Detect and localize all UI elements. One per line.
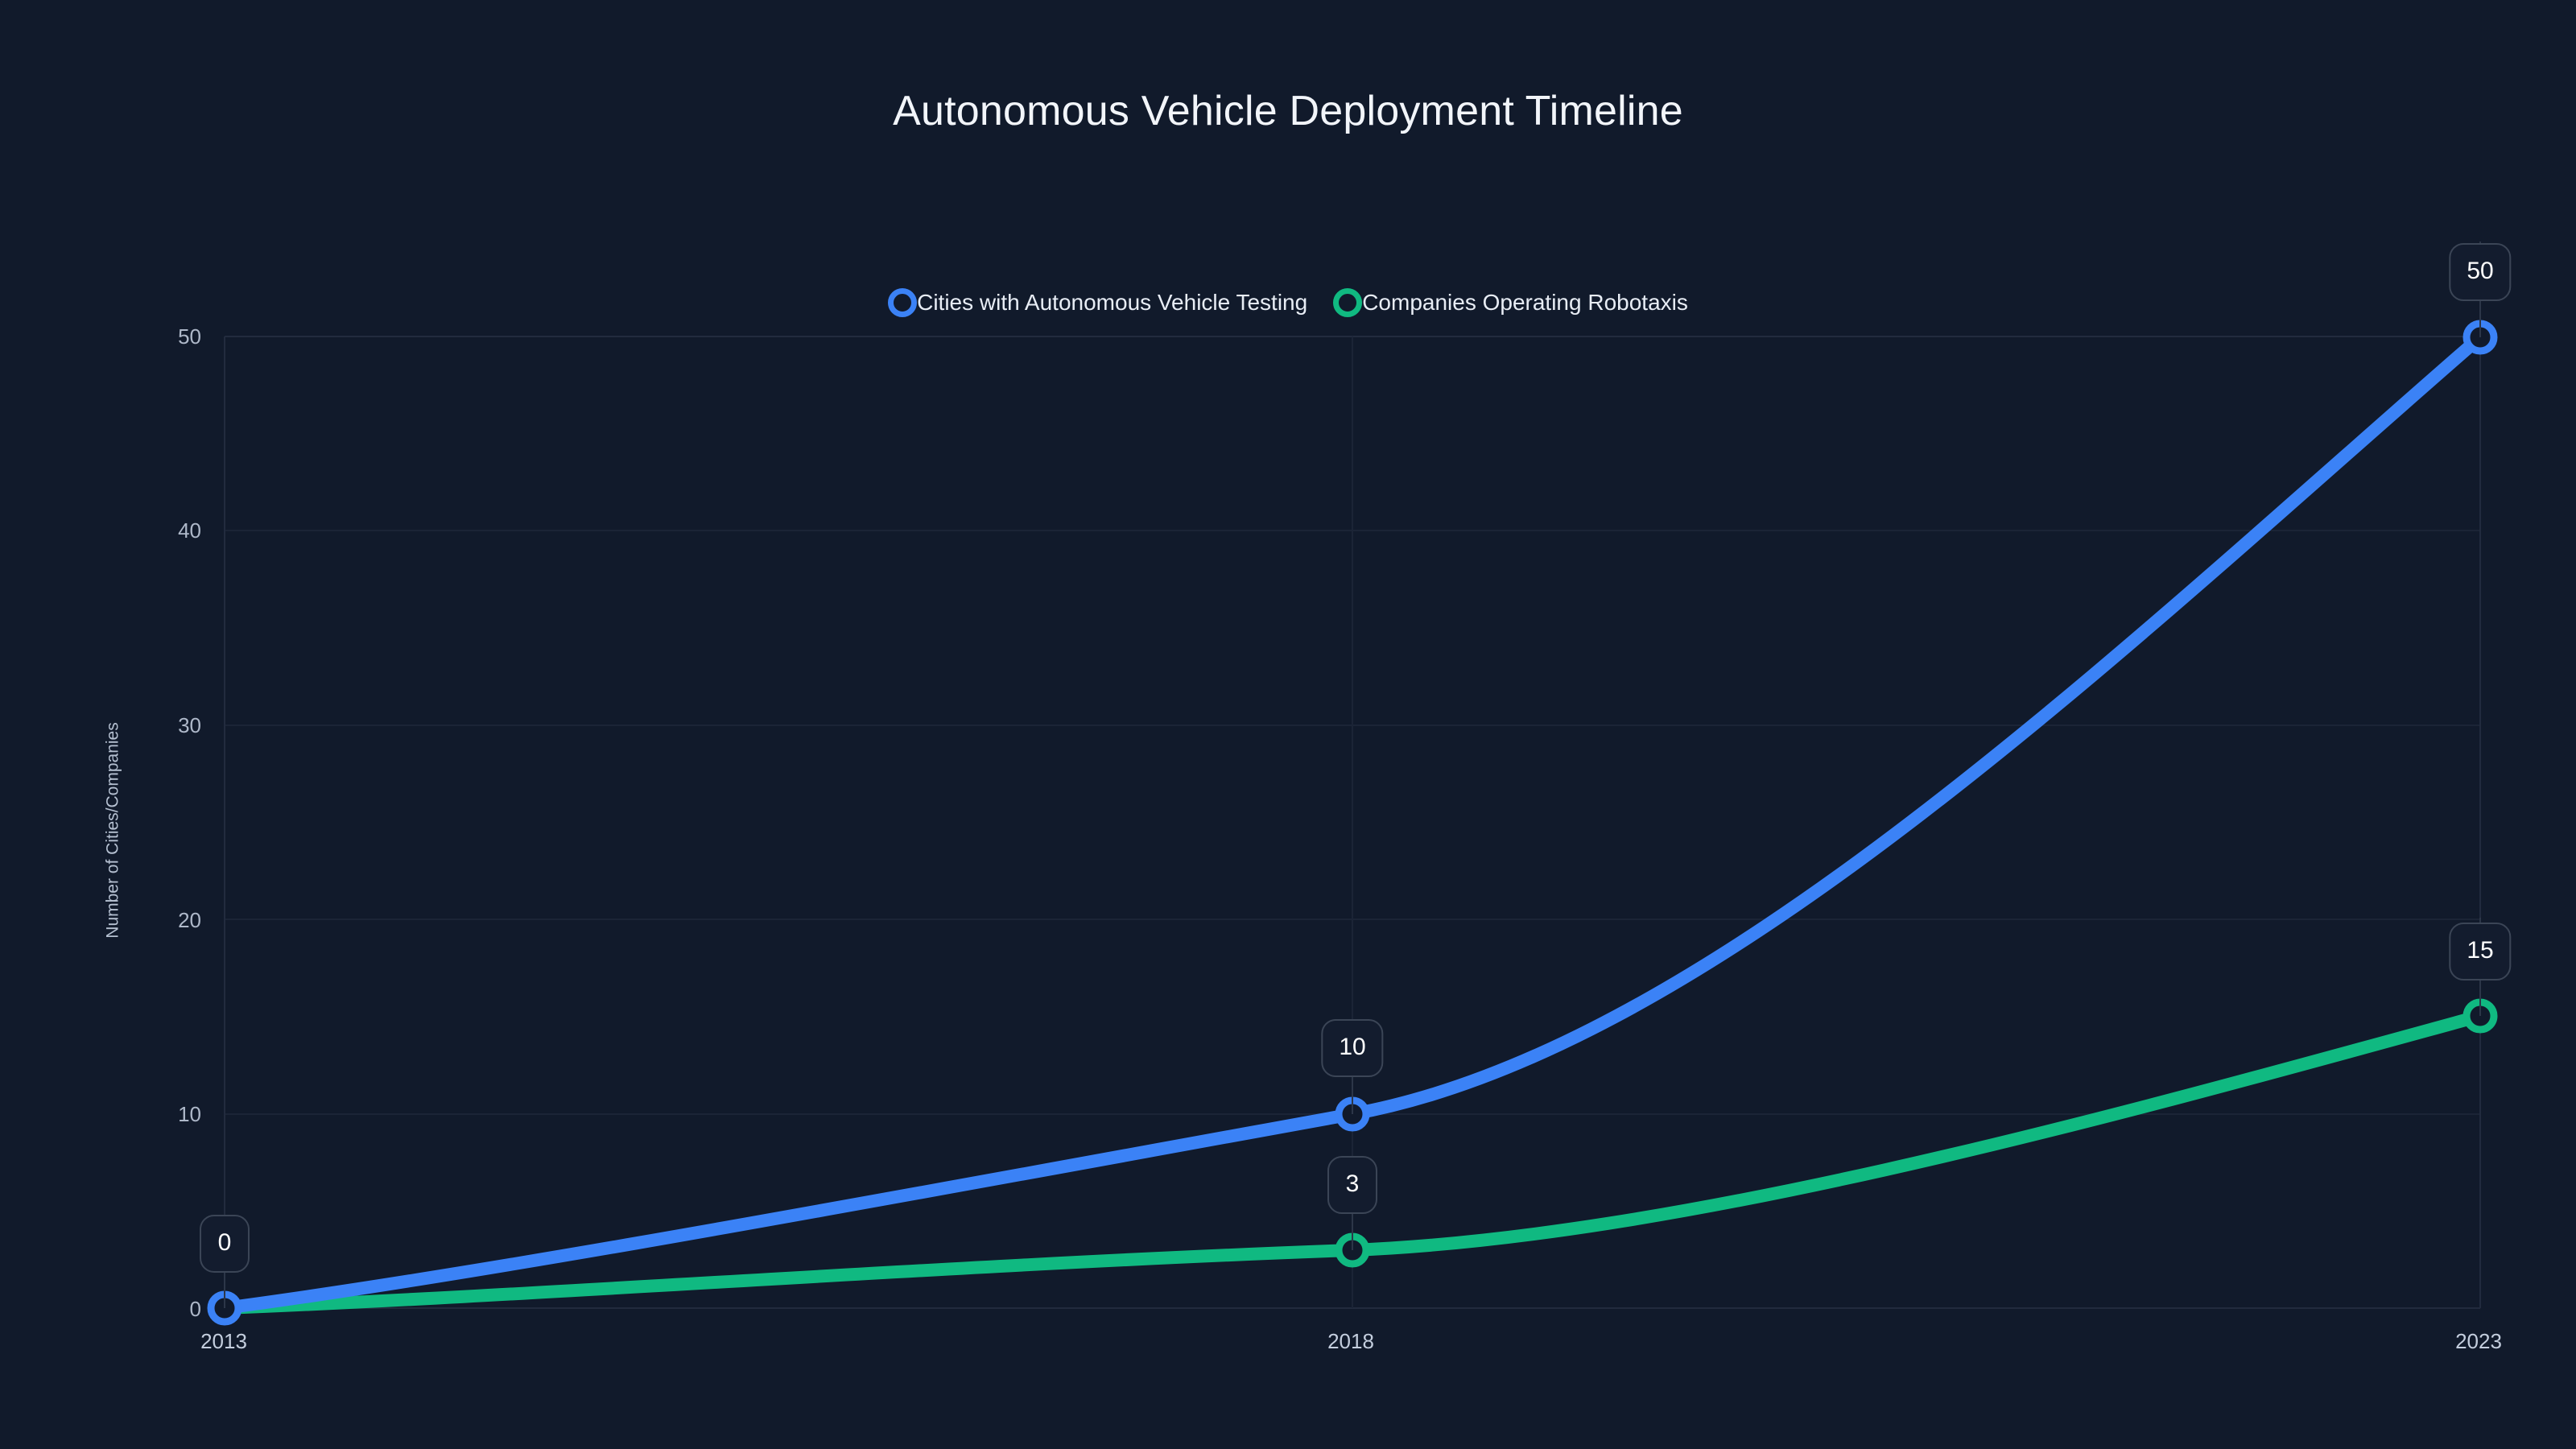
y-tick-label-40: 40 [178, 518, 201, 543]
x-tick-label-2023: 2023 [2455, 1329, 2502, 1353]
x-tick-label-2018: 2018 [1327, 1329, 1374, 1353]
chart-legend: Cities with Autonomous Vehicle Testing C… [0, 288, 2576, 317]
value-badge-cities-2023[interactable]: 50 [2449, 243, 2512, 301]
value-badge-companies-2023[interactable]: 15 [2449, 923, 2512, 980]
x-tick-label-2013: 2013 [200, 1329, 247, 1353]
value-badge-cities-2013[interactable]: 0 [200, 1215, 250, 1273]
legend-item-companies[interactable]: Companies Operating Robotaxis [1333, 288, 1688, 317]
y-tick-label-30: 30 [178, 713, 201, 737]
grid-vertical [224, 336, 2481, 1308]
series-line-cities [218, 331, 2487, 1315]
legend-item-cities[interactable]: Cities with Autonomous Vehicle Testing [888, 288, 1307, 317]
open-circle-icon [1333, 288, 1363, 317]
y-tick-label-50: 50 [178, 324, 201, 349]
open-circle-icon [888, 288, 918, 317]
value-badge-cities-2018[interactable]: 10 [1321, 1019, 1384, 1077]
legend-label-companies: Companies Operating Robotaxis [1362, 290, 1688, 315]
series-markers-companies [1335, 998, 2498, 1268]
value-badge-companies-2018[interactable]: 3 [1327, 1156, 1377, 1214]
y-tick-label-0: 0 [189, 1297, 201, 1321]
y-tick-label-20: 20 [178, 908, 201, 932]
y-tick-label-10: 10 [178, 1102, 201, 1126]
chart-title: Autonomous Vehicle Deployment Timeline [893, 88, 1683, 134]
legend-label-cities: Cities with Autonomous Vehicle Testing [917, 290, 1308, 315]
